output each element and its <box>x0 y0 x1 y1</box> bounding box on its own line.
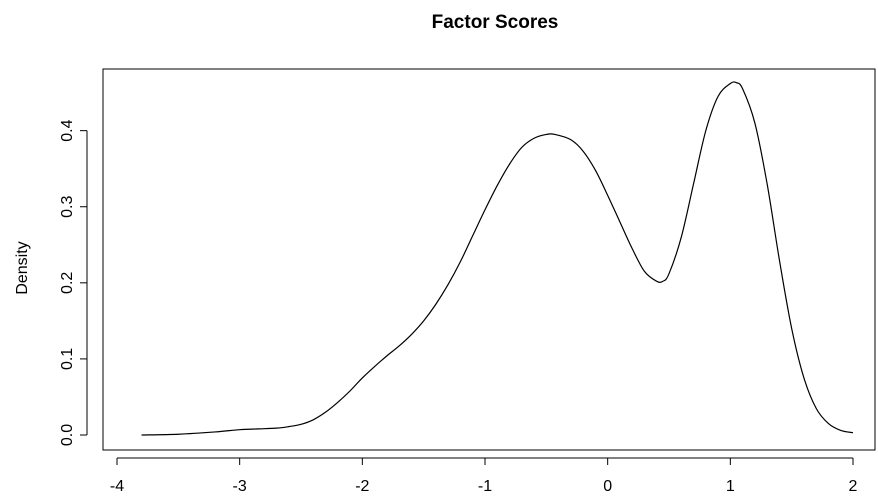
x-tick-label: 2 <box>849 478 858 495</box>
x-axis: -4 -3 -2 -1 0 1 2 <box>110 457 858 495</box>
x-tick-label: -3 <box>233 478 247 495</box>
y-tick-label: 0.0 <box>59 424 76 446</box>
chart-title: Factor Scores <box>432 12 559 33</box>
x-tick-label: -2 <box>355 478 369 495</box>
plot-frame <box>102 68 876 451</box>
y-tick-label: 0.4 <box>59 119 76 141</box>
y-tick-label: 0.3 <box>59 196 76 218</box>
y-tick-label: 0.1 <box>59 348 76 370</box>
x-tick-label: -4 <box>110 478 124 495</box>
series-layer <box>141 81 854 436</box>
x-tick-label: 1 <box>726 478 735 495</box>
y-axis: 0.0 0.1 0.2 0.3 0.4 <box>59 119 88 446</box>
x-tick-label: 0 <box>603 478 612 495</box>
y-tick-label: 0.2 <box>59 272 76 294</box>
density-line <box>141 81 854 436</box>
y-axis-label: Density <box>14 241 31 294</box>
x-tick-label: -1 <box>478 478 492 495</box>
